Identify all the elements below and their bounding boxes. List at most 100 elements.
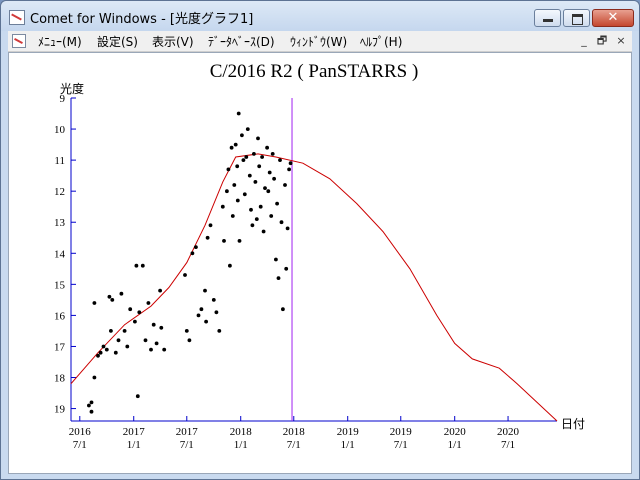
observation-point [190, 251, 195, 256]
minimize-icon [543, 19, 553, 22]
observation-point [287, 167, 291, 172]
x-tick-date: 1/1 [234, 439, 248, 451]
observation-point [113, 350, 118, 355]
mdi-minimize-button[interactable]: _ [581, 34, 587, 47]
close-button[interactable]: ✕ [592, 9, 634, 27]
observation-point [87, 403, 91, 408]
y-tick-label: 14 [54, 248, 66, 260]
observation-point [146, 301, 151, 305]
x-tick-date: 7/1 [180, 439, 194, 451]
observation-point [128, 307, 133, 312]
observation-point [288, 161, 293, 166]
x-tick-year: 2018 [283, 426, 306, 438]
observation-point [159, 325, 164, 330]
chart-app-icon [9, 10, 25, 25]
observation-point [276, 276, 281, 280]
observation-point [267, 170, 272, 175]
observation-point [250, 223, 255, 228]
y-tick-label: 15 [54, 279, 66, 291]
x-tick-year: 2017 [176, 426, 199, 438]
observation-point [263, 186, 267, 191]
observation-point [199, 307, 204, 312]
observation-point [235, 198, 240, 203]
x-tick-year: 2020 [444, 426, 467, 438]
menu-menu[interactable]: ﾒﾆｭｰ(M) [38, 35, 82, 49]
y-tick-label: 17 [54, 341, 66, 353]
y-tick-label: 12 [54, 186, 65, 198]
close-icon: ✕ [607, 10, 619, 25]
observation-point [214, 310, 219, 315]
observation-point [235, 164, 240, 169]
observation-point [274, 257, 278, 262]
observation-point [149, 347, 153, 352]
menu-database[interactable]: ﾃﾞｰﾀﾍﾞｰｽ(D) [208, 35, 275, 49]
observation-point [230, 214, 235, 218]
title-bar[interactable]: Comet for Windows - [光度グラフ1] ✕ [1, 1, 639, 31]
mdi-restore-button[interactable]: 🗗 [596, 34, 608, 47]
observation-point [269, 214, 274, 218]
observation-point [258, 204, 263, 209]
maximize-icon [572, 14, 583, 25]
y-tick-label: 16 [54, 310, 66, 322]
menu-help[interactable]: ﾍﾙﾌﾟ(H) [360, 35, 403, 49]
chart-area: C/2016 R2 ( PanSTARRS ) 光度 日付 9 10 11 12 13 1… [8, 52, 632, 474]
observation-point [272, 176, 276, 181]
observation-point [116, 338, 121, 343]
menu-bar: ﾒﾆｭｰ(M) 設定(S) 表示(V) ﾃﾞｰﾀﾍﾞｰｽ(D) ｳｨﾝﾄﾞｳ(W… [8, 31, 632, 52]
observation-point [232, 183, 237, 187]
minimize-button[interactable] [534, 9, 561, 27]
observation-point [134, 263, 139, 268]
observation-point [256, 136, 260, 141]
document-icon[interactable] [12, 34, 26, 48]
observation-point [211, 298, 216, 302]
observation-point [245, 127, 250, 131]
observation-point [283, 183, 287, 187]
observation-point [194, 245, 198, 250]
y-tick-label: 10 [54, 124, 66, 136]
observation-point [261, 229, 266, 234]
x-axis-label: 日付 [561, 417, 585, 431]
x-tick-year: 2016 [69, 426, 92, 438]
maximize-button[interactable] [563, 9, 590, 27]
observation-point [92, 301, 97, 305]
observation-point [208, 223, 213, 228]
observation-point [229, 145, 234, 150]
y-tick-label: 11 [54, 155, 65, 167]
menu-window[interactable]: ｳｨﾝﾄﾞｳ(W) [290, 35, 348, 49]
observation-point [109, 329, 113, 333]
observation-point [257, 164, 262, 169]
light-curve-chart: C/2016 R2 ( PanSTARRS ) 光度 日付 9 10 11 12 13 1… [54, 61, 585, 451]
observation-point [104, 347, 109, 352]
chart-title: C/2016 R2 ( PanSTARRS ) [210, 61, 419, 82]
observation-point [240, 133, 244, 138]
observation-point [143, 338, 148, 343]
observation-point [137, 310, 142, 315]
observation-point [253, 180, 258, 184]
observation-point [110, 298, 115, 302]
observation-point [98, 350, 103, 355]
mdi-close-button[interactable]: × [616, 34, 626, 47]
observation-point [241, 158, 246, 162]
observation-point [222, 239, 226, 243]
observation-point [281, 307, 285, 312]
observation-point [184, 329, 189, 333]
observation-point [92, 375, 97, 380]
observation-point [101, 344, 106, 349]
observation-point [237, 239, 242, 243]
observation-point [204, 319, 209, 324]
observation-point [89, 409, 94, 414]
observation-point [284, 266, 289, 271]
observation-point [260, 155, 264, 159]
observation-point [226, 167, 231, 172]
x-tick-date: 7/1 [73, 439, 87, 451]
observation-point [135, 394, 140, 399]
observation-point [254, 217, 259, 222]
observation-point [244, 155, 249, 159]
menu-settings[interactable]: 設定(S) [97, 35, 138, 49]
observation-point [217, 329, 222, 333]
observation-point [278, 158, 282, 162]
menu-view[interactable]: 表示(V) [152, 35, 194, 49]
x-tick-date: 1/1 [127, 439, 141, 451]
predicted-brightness-curve [70, 153, 558, 422]
